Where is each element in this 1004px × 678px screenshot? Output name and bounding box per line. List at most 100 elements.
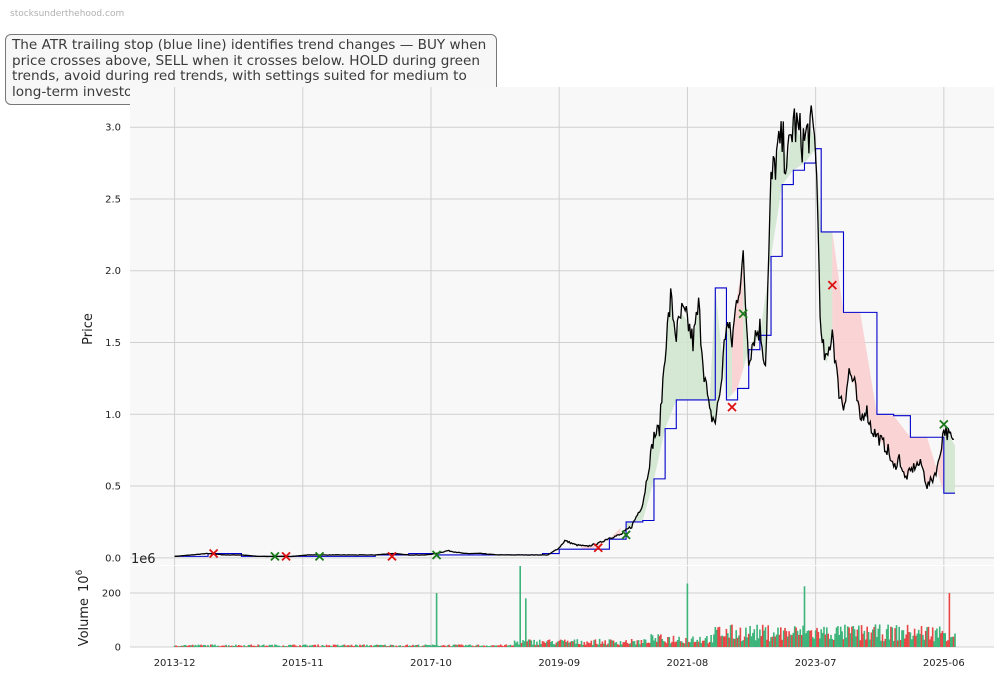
volume-bar-up <box>364 646 367 647</box>
volume-bar-down <box>679 641 682 647</box>
volume-bar-up <box>911 639 913 647</box>
volume-bar-up <box>297 646 300 647</box>
volume-bar-up <box>338 645 340 647</box>
volume-bar-up <box>552 644 555 647</box>
volume-bar-up <box>446 645 449 647</box>
volume-bar-down <box>346 645 349 647</box>
volume-bar-up <box>690 638 693 647</box>
volume-bar-down <box>707 643 710 647</box>
volume-bar-up <box>196 645 198 647</box>
volume-bar-up <box>260 646 262 647</box>
volume-bar-up <box>834 633 836 647</box>
volume-bar-up <box>849 633 852 647</box>
volume-bar-up <box>757 638 760 647</box>
volume-bar-up <box>527 639 530 647</box>
volume-bar-up <box>844 624 846 647</box>
volume-bar-up <box>855 636 857 647</box>
volume-bar-down <box>391 644 393 647</box>
volume-bar-up <box>407 645 410 647</box>
volume-bar-up <box>530 640 533 647</box>
sell-signal-marker <box>593 543 603 553</box>
volume-bar-up <box>934 630 937 647</box>
volume-bar-up <box>269 645 272 647</box>
volume-bar-up <box>522 640 524 647</box>
volume-bar-down <box>267 646 269 647</box>
volume-bar-up <box>806 631 809 647</box>
volume-bar-down <box>607 643 609 647</box>
volume-bar-up <box>741 641 743 647</box>
volume-bar-down <box>630 639 633 647</box>
volume-bar-up <box>357 646 360 647</box>
volume-bar-down <box>224 645 226 647</box>
volume-bar-up <box>792 632 795 647</box>
volume-bar-down <box>851 626 853 647</box>
volume-bar-down <box>363 644 365 647</box>
volume-bar-up <box>917 629 920 647</box>
volume-bar-down <box>360 645 363 647</box>
volume-bar-up <box>752 632 754 647</box>
volume-bar-up <box>591 644 594 647</box>
volume-bar-up <box>603 643 605 647</box>
volume-bar-down <box>541 641 544 647</box>
volume-bar-down <box>604 640 606 647</box>
volume-bar-up <box>651 635 654 647</box>
volume-bar-down <box>504 644 506 647</box>
volume-bar-down <box>423 645 425 647</box>
volume-bar-up <box>373 645 375 647</box>
volume-bar-up <box>880 640 882 647</box>
volume-bar-down <box>931 627 934 647</box>
volume-bar-up <box>368 645 371 647</box>
volume-bar-down <box>218 646 220 647</box>
volume-bar-up <box>283 646 286 647</box>
volume-bar-down <box>784 627 786 647</box>
volume-bar-up <box>715 629 718 647</box>
volume-bar-up <box>184 645 187 647</box>
buy-signal-marker <box>431 550 442 560</box>
volume-bar-up <box>417 644 420 647</box>
volume-bar-up <box>745 627 747 647</box>
volume-bar-down <box>584 644 587 647</box>
volume-bar-up <box>431 644 434 647</box>
date-tick-label: 2023-07 <box>795 658 837 669</box>
volume-bar-down <box>952 636 955 647</box>
volume-bar-up <box>885 629 888 647</box>
volume-bar-up <box>476 644 478 647</box>
volume-bar-down <box>257 644 259 647</box>
volume-bar-down <box>543 641 545 647</box>
volume-bar-down <box>596 643 598 647</box>
volume-bar-down <box>293 644 296 647</box>
volume-bar-up <box>531 644 534 647</box>
volume-bar-up <box>315 646 318 647</box>
volume-bar-up <box>399 645 402 647</box>
volume-bar-down <box>286 646 289 647</box>
volume-bar-down <box>182 645 184 647</box>
volume-bar-up <box>467 644 470 647</box>
volume-bar-up <box>289 644 292 647</box>
volume-bar-down <box>449 646 452 647</box>
volume-bar-up <box>453 644 456 647</box>
buy-signal-marker <box>314 551 325 562</box>
volume-bar-up <box>608 639 611 647</box>
volume-bar-up <box>414 645 417 647</box>
volume-bar-up <box>438 646 441 647</box>
volume-bar-down <box>548 639 551 647</box>
volume-bar-down <box>377 644 379 647</box>
volume-bar-up <box>228 645 230 647</box>
volume-bar-up <box>763 630 765 647</box>
volume-bar-up <box>686 583 689 647</box>
volume-bar-up <box>750 636 753 647</box>
volume-bar-down <box>948 593 951 647</box>
volume-bar-down <box>472 645 474 647</box>
volume-bar-up <box>249 645 251 647</box>
volume-bar-up <box>863 630 866 647</box>
volume-bar-down <box>295 645 297 647</box>
volume-bar-up <box>466 645 468 647</box>
volume-bar-up <box>571 641 573 647</box>
volume-bar-up <box>764 627 767 647</box>
volume-bar-down <box>520 643 523 647</box>
volume-bar-down <box>499 644 502 647</box>
volume-bar-up <box>710 635 712 647</box>
volume-bar-down <box>697 641 700 647</box>
volume-bar-down <box>318 646 321 647</box>
volume-bar-down <box>462 645 464 647</box>
